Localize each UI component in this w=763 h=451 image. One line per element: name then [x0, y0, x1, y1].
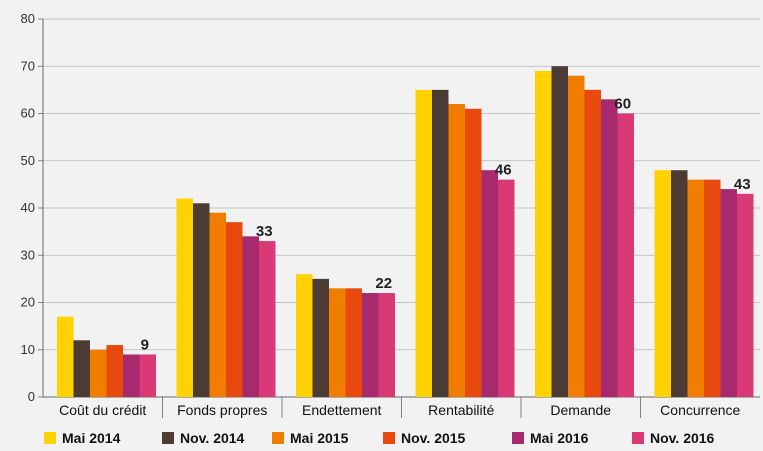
bar: [296, 274, 313, 397]
bar: [704, 179, 721, 397]
x-tick-label: Concurrence: [660, 402, 740, 418]
x-tick-label: Coût du crédit: [59, 402, 146, 418]
legend-swatch: [44, 432, 56, 444]
bar: [123, 354, 140, 397]
legend-label: Nov. 2016: [650, 430, 715, 446]
y-tick-label: 0: [28, 389, 35, 404]
data-label: 33: [256, 223, 273, 240]
bar: [535, 70, 552, 397]
y-tick-label: 50: [21, 153, 35, 168]
bar: [432, 89, 449, 397]
x-tick-label: Rentabilité: [428, 402, 494, 418]
data-label: 46: [495, 162, 512, 179]
bar: [362, 293, 379, 397]
x-tick-label: Fonds propres: [177, 402, 267, 418]
legend-label: Mai 2016: [530, 430, 589, 446]
bar: [259, 241, 276, 397]
bar: [687, 179, 704, 397]
bar: [90, 349, 107, 397]
bar: [378, 293, 395, 397]
y-tick-label: 20: [21, 295, 35, 310]
bar: [242, 236, 259, 397]
y-tick-label: 30: [21, 247, 35, 262]
y-tick-label: 60: [21, 106, 35, 121]
bar: [654, 170, 671, 397]
data-label: 9: [141, 336, 149, 353]
y-tick-label: 80: [21, 11, 35, 26]
bar: [584, 89, 601, 397]
legend-label: Nov. 2015: [401, 430, 466, 446]
bar: [498, 179, 515, 397]
legend-swatch: [632, 432, 644, 444]
bar: [193, 203, 210, 397]
bar: [345, 288, 362, 397]
bar: [176, 198, 193, 397]
bar: [720, 189, 737, 397]
bar: [568, 75, 585, 397]
bar: [601, 99, 618, 397]
bar: [415, 89, 432, 397]
x-tick-label: Demande: [550, 402, 611, 418]
y-tick-label: 70: [21, 58, 35, 73]
bar: [448, 104, 465, 398]
bar: [617, 113, 634, 397]
data-label: 43: [734, 176, 751, 193]
legend-swatch: [383, 432, 395, 444]
bar: [465, 108, 482, 398]
bar: [57, 316, 74, 397]
bar: [226, 222, 243, 397]
legend-swatch: [272, 432, 284, 444]
bar: [329, 288, 346, 397]
bar: [139, 354, 156, 397]
legend-label: Mai 2015: [290, 430, 349, 446]
y-tick-label: 40: [21, 200, 35, 215]
legend-swatch: [162, 432, 174, 444]
bar: [737, 193, 754, 397]
legend-label: Nov. 2014: [180, 430, 245, 446]
y-tick-label: 10: [21, 342, 35, 357]
bar: [209, 212, 226, 397]
data-label: 22: [375, 275, 392, 292]
bar: [312, 278, 329, 397]
bar: [671, 170, 688, 397]
bar: [73, 340, 90, 397]
x-tick-label: Endettement: [302, 402, 381, 418]
legend-label: Mai 2014: [62, 430, 121, 446]
bar: [551, 66, 568, 397]
data-label: 60: [614, 96, 631, 113]
bar: [106, 345, 123, 397]
legend-swatch: [512, 432, 524, 444]
bar: [481, 170, 498, 397]
